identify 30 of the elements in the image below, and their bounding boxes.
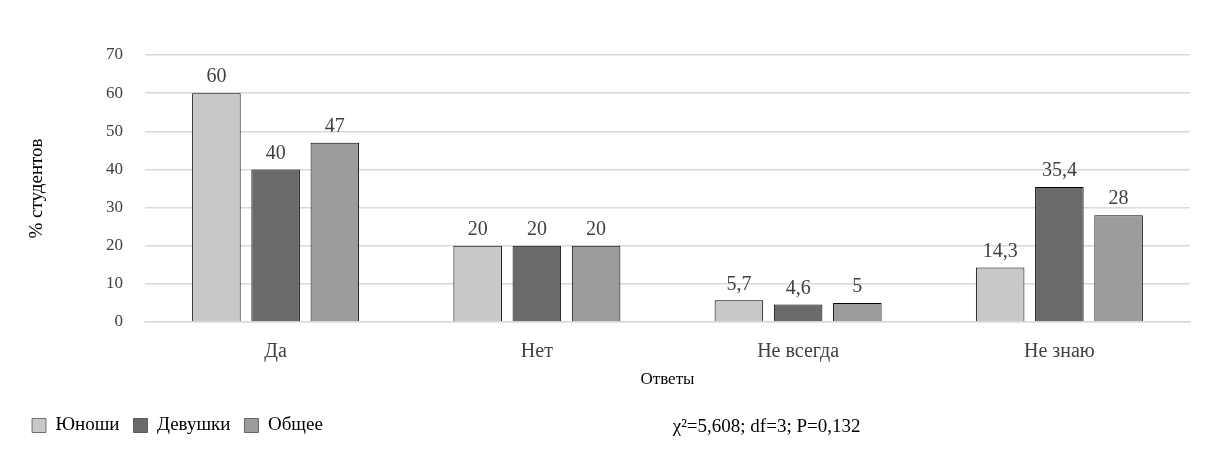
data-label: 28 [1108,186,1129,209]
y-tick-label: 60 [106,82,123,102]
y-axis-title: % студентов [25,138,47,239]
data-label: 5,7 [726,271,752,294]
x-axis-title: Ответы [640,369,696,389]
y-tick-label: 40 [106,158,123,178]
text: χ²=5,608; df=3; P=0,132 [671,414,861,436]
data-label: 20 [526,216,547,239]
legend-label: Девушки [157,413,231,435]
legend-label: Юноши [55,413,120,435]
y-tick-label: 70 [106,44,123,64]
x-tick-label: Не знаю [1024,339,1095,362]
data-label: 35,4 [1041,158,1077,181]
data-label: 40 [265,140,286,163]
data-label: 20 [467,216,488,239]
y-tick-label: 30 [106,197,123,217]
y-tick-label: 20 [106,235,123,255]
data-label: 4,6 [785,275,811,298]
data-label: 20 [586,216,607,239]
y-tick-label: 0 [114,311,123,331]
x-tick-label: Да [264,339,287,363]
data-label: 5 [852,274,863,297]
x-tick-label: Нет [520,339,554,362]
data-label: 60 [206,64,227,87]
y-tick-label: 50 [106,120,123,140]
legend-label: Общее [267,413,323,435]
data-label: 47 [324,113,345,136]
x-tick-label: Не всегда [757,339,840,363]
data-label: 14,3 [982,238,1018,261]
y-tick-label: 10 [106,273,123,293]
